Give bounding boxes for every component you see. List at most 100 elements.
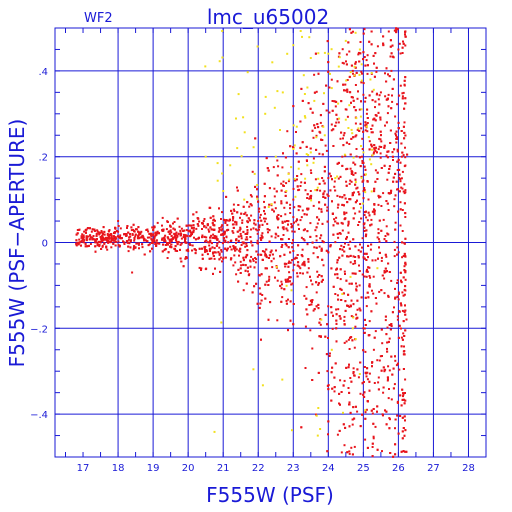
data-point (280, 189, 283, 192)
data-point (349, 179, 352, 182)
data-point (404, 304, 406, 307)
data-point (285, 302, 288, 305)
data-point (363, 252, 366, 255)
data-point (373, 209, 376, 212)
data-point (256, 45, 259, 48)
data-point (303, 239, 306, 242)
data-point (222, 237, 225, 240)
data-point (155, 239, 158, 242)
data-point (95, 238, 98, 241)
data-point (284, 194, 287, 197)
data-point (146, 228, 149, 231)
data-point (395, 31, 398, 34)
data-point (394, 427, 396, 430)
data-point (287, 329, 289, 332)
data-point (365, 259, 368, 261)
data-point (352, 371, 355, 373)
data-point (378, 103, 381, 106)
data-point (305, 297, 308, 300)
data-point (330, 78, 333, 81)
data-point (377, 376, 380, 379)
data-point (366, 180, 369, 183)
data-point (269, 251, 272, 254)
data-point (311, 299, 314, 301)
data-point (347, 220, 350, 223)
data-point (292, 269, 295, 272)
data-point (389, 39, 392, 42)
data-point (370, 218, 373, 221)
data-point (224, 256, 227, 259)
data-point (350, 380, 353, 383)
data-point (220, 321, 223, 324)
data-point (356, 299, 359, 302)
data-point (337, 102, 340, 105)
data-point (319, 189, 322, 192)
data-point (325, 249, 328, 252)
data-point (354, 178, 357, 181)
data-point (396, 315, 399, 318)
data-point (403, 450, 406, 453)
data-point (354, 183, 357, 186)
data-point (285, 182, 288, 185)
data-point (348, 452, 351, 455)
data-point (362, 51, 365, 54)
data-point (384, 319, 387, 322)
data-point (383, 146, 386, 149)
data-point (146, 236, 149, 239)
data-point (264, 283, 267, 286)
data-point (75, 242, 78, 245)
data-point (367, 244, 370, 247)
data-point (366, 268, 368, 271)
data-point (258, 228, 260, 231)
data-point (280, 182, 283, 185)
data-point (365, 125, 368, 128)
data-point (369, 276, 372, 279)
data-point (330, 306, 333, 309)
data-point (387, 262, 390, 265)
data-point (389, 418, 391, 421)
data-point (399, 180, 402, 183)
data-point (293, 206, 296, 209)
data-point (351, 327, 354, 330)
data-point (379, 195, 382, 198)
data-point (263, 206, 266, 209)
data-point (211, 246, 214, 249)
data-point (128, 242, 131, 245)
data-point (354, 62, 357, 65)
data-point (305, 145, 308, 148)
data-point (161, 229, 164, 231)
data-point (269, 301, 272, 304)
data-point (239, 227, 242, 230)
data-point (223, 239, 226, 242)
data-point (297, 209, 300, 212)
data-point (317, 407, 320, 409)
data-point (248, 205, 251, 208)
data-point (360, 296, 363, 299)
data-point (378, 137, 381, 140)
data-point (340, 391, 343, 393)
data-point (297, 223, 300, 226)
data-point (361, 382, 364, 385)
data-point (334, 220, 337, 223)
data-point (222, 233, 225, 236)
data-point (155, 233, 158, 236)
data-point (216, 242, 219, 245)
data-point (373, 208, 375, 211)
data-point (389, 328, 392, 331)
data-point (322, 179, 325, 182)
data-point (322, 193, 325, 196)
data-point (107, 236, 110, 239)
data-point (361, 137, 364, 140)
data-point (130, 226, 133, 229)
data-point (344, 89, 347, 92)
data-point (396, 282, 399, 284)
data-point (358, 221, 361, 223)
data-point (287, 262, 290, 264)
data-point (236, 189, 239, 192)
data-point (364, 411, 367, 414)
data-point (401, 95, 404, 98)
data-point (362, 190, 365, 193)
data-point (283, 288, 286, 291)
data-point (100, 230, 103, 232)
data-point (359, 122, 362, 125)
